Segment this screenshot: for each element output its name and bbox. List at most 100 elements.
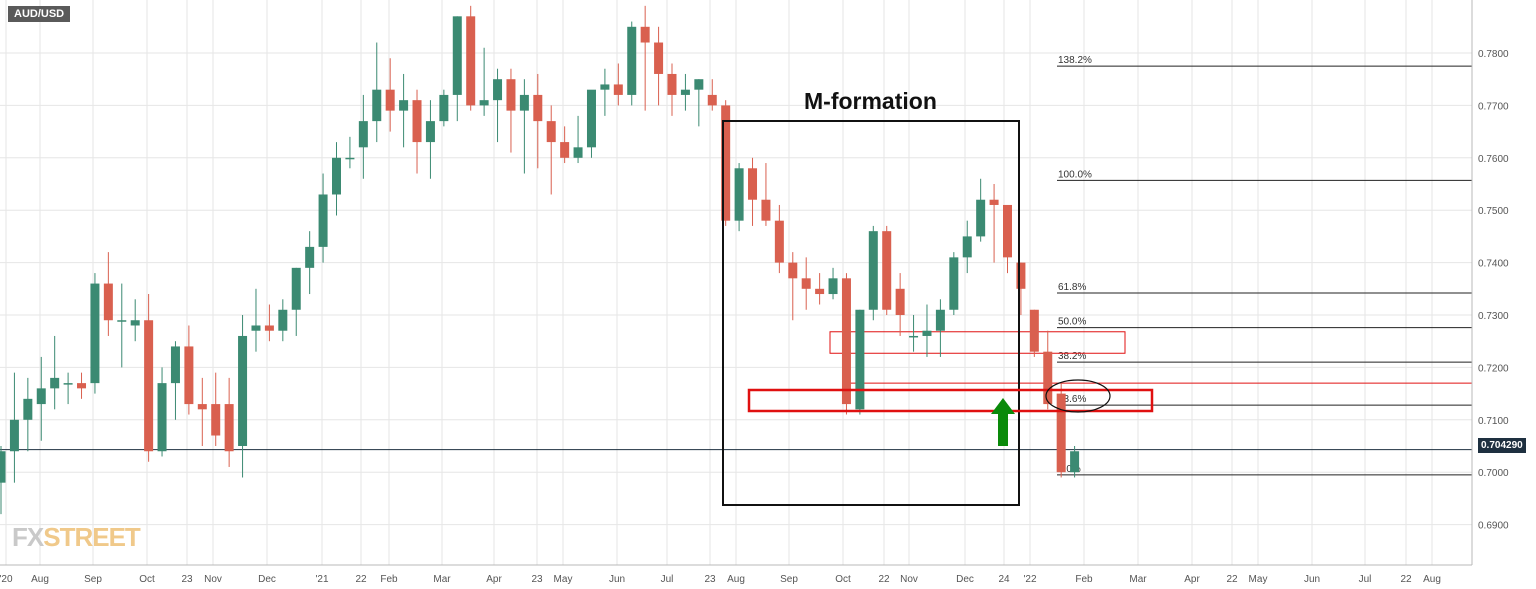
candle-body [828,278,838,295]
x-tick-label: Aug [31,574,49,585]
candle [278,299,288,342]
y-tick-label: 0.7600 [1478,154,1509,165]
candle [157,367,167,457]
candle-body [774,220,784,263]
candle [774,204,784,274]
candle [922,304,932,357]
candle [868,225,878,321]
x-tick-label: Nov [204,574,222,585]
candle [211,372,221,446]
candle [828,267,838,300]
candle-body [533,94,543,122]
current-price-label: 0.704290 [1481,440,1523,451]
x-tick-label: Aug [1423,574,1441,585]
x-tick-label: 23 [181,574,193,585]
candle-body [707,94,717,106]
candle [412,89,422,174]
candle [962,220,972,274]
x-tick-label: Nov [900,574,918,585]
candle-body [493,79,503,101]
candle-body [425,121,435,143]
candle [493,68,503,143]
candle-body [721,105,731,221]
fib-label: 138.2% [1058,55,1092,66]
candle-body [23,398,33,420]
candle [425,100,435,179]
resistance-zone-box [829,331,1126,354]
candle [197,377,207,446]
candle-body [546,121,556,143]
x-tick-label: Mar [433,574,451,585]
candle [801,257,811,310]
candle [358,94,368,179]
candle-body [170,346,180,384]
candle-body [815,288,825,295]
candle [761,163,771,226]
x-tick-label: Jun [1304,574,1320,585]
candle [77,372,87,399]
x-tick-label: 22 [355,574,367,585]
y-tick-label: 0.7000 [1478,468,1509,479]
candle-body [922,330,932,336]
candle-body [506,79,516,111]
y-tick-label: 0.7500 [1478,206,1509,217]
candle-body [479,100,489,106]
candle-body [466,16,476,106]
candle [305,231,315,295]
candle [788,252,798,321]
candle [707,79,717,111]
candle-body [761,199,771,221]
candle-body [399,100,409,111]
candle [882,225,892,315]
logo-street: STREET [43,522,141,552]
candle [586,89,596,158]
candle [385,58,395,132]
y-tick-label: 0.7800 [1478,49,1509,60]
candle-body [1029,309,1039,352]
candle [573,115,583,164]
candle [372,42,382,143]
current-price-badge: 0.704290 [1478,438,1526,453]
fib-highlight-ellipse [1045,379,1111,413]
x-tick-label: 24 [998,574,1010,585]
candle [909,315,919,352]
candle [144,294,154,462]
up-arrow-icon [991,398,1015,446]
candle [23,377,33,452]
candle-body [412,100,422,143]
candle-body [372,89,382,122]
candle-body [560,142,570,158]
x-tick-label: May [1249,574,1268,585]
candle-body [130,320,140,326]
candle [949,252,959,315]
y-tick-label: 0.7700 [1478,101,1509,112]
candle-body [36,388,46,405]
x-tick-label: Jun [609,574,625,585]
candle-body [358,121,368,148]
candle [895,273,905,336]
candle-body [748,168,758,200]
y-tick-label: 0.7100 [1478,416,1509,427]
candle [224,377,234,467]
x-tick-label: Jul [1359,574,1372,585]
candle-body [278,309,288,331]
x-tick-label: Apr [486,574,502,585]
candle [841,273,851,415]
candle-body [855,309,865,410]
candle-body [935,309,945,331]
candle-body [573,147,583,158]
y-tick-label: 0.6900 [1478,521,1509,532]
candle-body [184,346,194,405]
candle [117,283,127,368]
candle [50,335,60,410]
candle [1043,330,1053,410]
candle [264,304,274,342]
x-tick-label: Sep [780,574,798,585]
candle-body [788,262,798,279]
candle-body [144,320,154,452]
fib-label: 23.6% [1058,394,1086,405]
x-tick-label: Oct [835,574,851,585]
candle-body [640,26,650,43]
